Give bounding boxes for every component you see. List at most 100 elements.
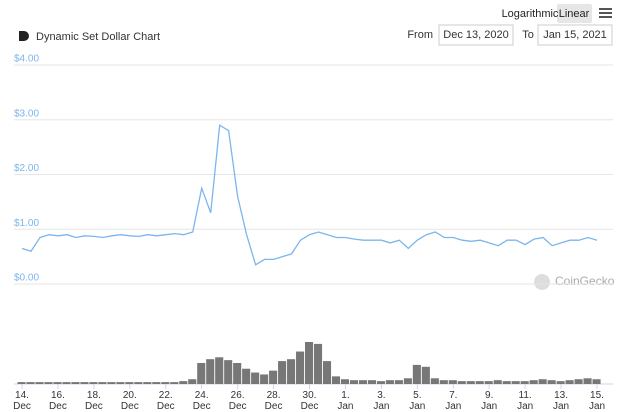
active-scale-bg: [557, 4, 592, 23]
x-tick-label: 9. Jan: [481, 390, 498, 412]
watermark-logo: [534, 274, 550, 290]
volume-bar: [224, 360, 233, 384]
volume-bar: [305, 342, 314, 384]
volume-bar: [592, 379, 601, 384]
x-tick-label: 1. Jan: [337, 390, 354, 412]
volume-bar: [340, 379, 350, 384]
volume-bar: [421, 366, 430, 384]
volume-bar: [44, 382, 53, 384]
y-tick-label: $0.00: [14, 273, 39, 284]
x-tick-label: 5. Jan: [409, 390, 426, 412]
volume-bar: [116, 382, 125, 384]
volume-bar: [439, 380, 448, 384]
x-tick-label: 7. Jan: [445, 390, 462, 412]
to-date: Jan 15, 2021: [543, 29, 607, 41]
x-tick-label: 13. Jan: [553, 390, 570, 412]
volume-bar: [448, 380, 457, 384]
volume-bar: [107, 382, 116, 384]
volume-bar: [134, 382, 143, 384]
volume-bar: [511, 381, 520, 384]
scale-button[interactable]: Logarithmic: [502, 8, 559, 20]
x-tick-label: 28. Dec: [264, 390, 283, 412]
volume-bar: [556, 381, 565, 384]
volume-bar: [565, 380, 574, 384]
x-tick-label: 20. Dec: [120, 390, 139, 412]
coin-icon: [19, 31, 29, 41]
volume-bar: [269, 370, 278, 384]
x-tick-label: 26. Dec: [228, 390, 247, 412]
volume-bar: [251, 372, 260, 384]
volume-bar: [349, 380, 359, 384]
y-tick-label: $2.00: [14, 163, 39, 174]
volume-bar: [547, 380, 556, 384]
volume-bar: [278, 361, 287, 384]
volume-bar: [457, 381, 466, 384]
volume-bar: [313, 343, 323, 384]
x-tick-label: 18. Dec: [84, 390, 103, 412]
volume-bar: [412, 364, 421, 384]
price-line: [21, 124, 598, 266]
from-date: Dec 13, 2020: [443, 29, 508, 41]
volume-bar: [376, 381, 385, 384]
from-label: From: [407, 29, 433, 41]
volume-bar: [475, 381, 484, 384]
x-tick-label: 24. Dec: [192, 390, 211, 412]
menu-icon[interactable]: [599, 8, 612, 18]
x-tick-label: 14. Dec: [13, 390, 31, 412]
volume-bar: [260, 374, 269, 384]
volume-bar: [502, 381, 511, 384]
volume-bar: [206, 359, 215, 384]
y-tick-label: $1.00: [14, 218, 39, 229]
volume-bar: [574, 379, 583, 384]
volume-bar: [583, 378, 592, 384]
volume-bar: [484, 381, 493, 384]
volume-bar: [331, 376, 341, 384]
volume-bar: [529, 380, 538, 384]
from-input[interactable]: [438, 24, 514, 46]
volume-bar: [242, 368, 251, 384]
y-tick-label: $4.00: [14, 54, 39, 65]
volume-bar: [161, 382, 170, 384]
volume-bar: [98, 382, 107, 384]
volume-bar: [233, 363, 242, 384]
volume-bar: [125, 382, 134, 384]
volume-bar: [71, 382, 80, 384]
volume-bar: [322, 361, 332, 384]
volume-bar: [403, 378, 412, 384]
volume-bar: [287, 359, 296, 384]
watermark: CoinGecko: [555, 274, 615, 288]
scale-button[interactable]: Linear: [559, 8, 590, 20]
volume-bar: [520, 381, 529, 384]
volume-bar: [385, 380, 394, 384]
x-tick-label: 30. Dec: [300, 390, 319, 412]
volume-bar: [80, 382, 89, 384]
y-tick-label: $3.00: [14, 108, 39, 119]
volume-bar: [35, 382, 44, 384]
to-label: To: [522, 29, 534, 41]
volume-bar: [538, 379, 547, 384]
volume-bar: [358, 380, 367, 384]
x-tick-label: 11. Jan: [517, 390, 534, 412]
volume-bar: [143, 382, 152, 384]
x-tick-label: 3. Jan: [373, 390, 390, 412]
volume-bar: [296, 351, 305, 384]
volume-bar: [215, 357, 224, 384]
volume-bar: [367, 380, 376, 384]
volume-bar: [179, 381, 188, 384]
volume-bar: [394, 380, 403, 384]
volume-bar: [62, 382, 71, 384]
x-tick-label: 22. Dec: [156, 390, 175, 412]
volume-bar: [17, 382, 26, 384]
volume-bar: [430, 378, 439, 384]
volume-bar: [197, 363, 206, 384]
volume-bar: [152, 382, 161, 384]
volume-bar: [89, 382, 98, 384]
to-input[interactable]: [537, 24, 613, 46]
volume-bar: [26, 382, 35, 384]
volume-bar: [466, 381, 475, 384]
volume-bar: [493, 380, 502, 384]
volume-bar: [170, 382, 179, 384]
chart-title: Dynamic Set Dollar Chart: [36, 31, 160, 43]
